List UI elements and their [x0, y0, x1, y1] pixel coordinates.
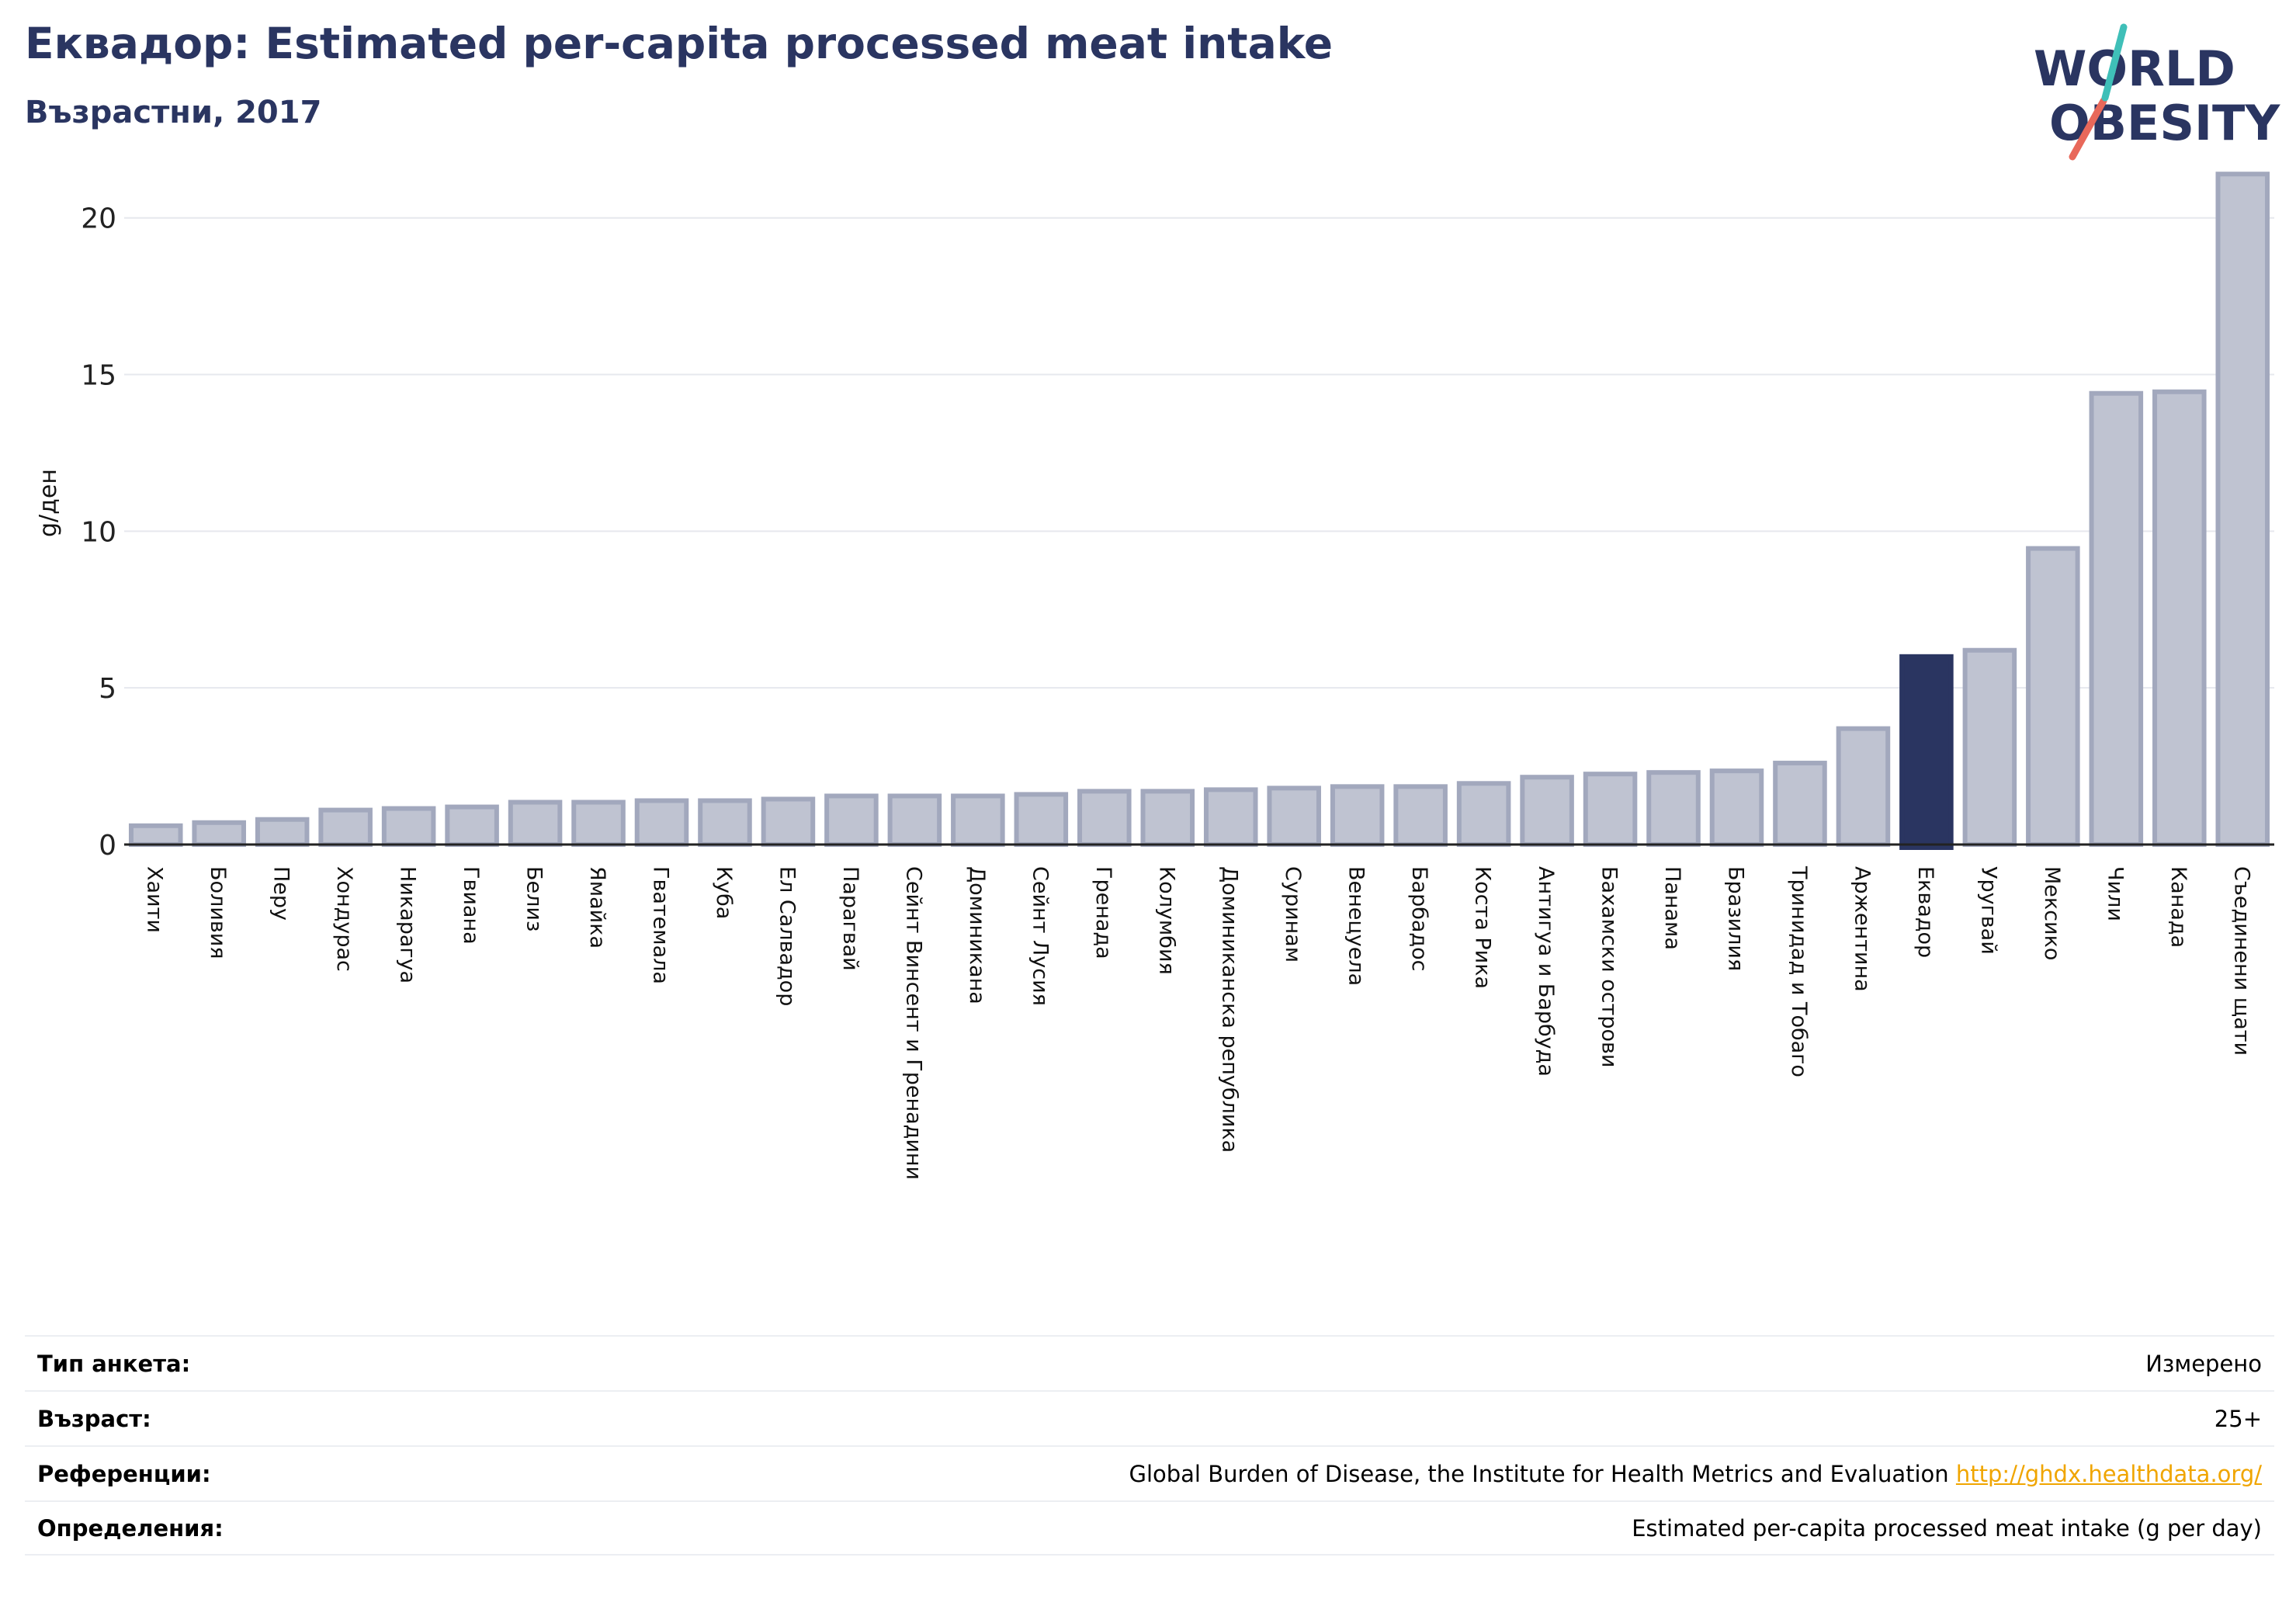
x-tick-label: Съединени щати [2229, 866, 2253, 1056]
info-key: Тип анкета: [37, 1350, 191, 1377]
bar [1393, 784, 1448, 847]
bar [2089, 390, 2144, 848]
x-tick-label: Колумбия [1154, 866, 1178, 975]
y-tick-label: 20 [81, 203, 116, 235]
x-tick-label: Суринам [1281, 866, 1305, 963]
info-key: Възраст: [37, 1405, 151, 1432]
x-tick-label: Сейнт Винсент и Гренадини [901, 866, 925, 1180]
bar [1456, 781, 1511, 847]
bar [445, 804, 499, 847]
x-tick-label: Барбадос [1407, 866, 1431, 971]
x-tick-label: Ел Салвадор [775, 866, 799, 1006]
x-tick-label: Тринидад и Тобаго [1787, 865, 1811, 1077]
grid-lines [124, 217, 2274, 689]
x-tick-label: Никарагуа [396, 866, 420, 983]
x-tick-label: Антигуа и Барбуда [1534, 866, 1558, 1077]
x-tick-label: Хаити [143, 866, 167, 933]
info-row: Определения: Estimated per-capita process… [25, 1500, 2274, 1556]
x-tick-label: Куба [712, 866, 736, 919]
bar [761, 796, 816, 848]
bar [2152, 389, 2207, 847]
x-tick-label: Гватемала [649, 866, 673, 984]
y-tick-label: 0 [99, 830, 116, 862]
bar [824, 793, 879, 848]
x-tick-label: Чили [2103, 866, 2127, 921]
bar [1646, 770, 1701, 847]
bar [318, 807, 373, 847]
bar [1203, 787, 1258, 848]
bar [1583, 772, 1638, 848]
x-tick-label: Бразилия [1724, 866, 1748, 971]
world-obesity-logo: WORLD OBESITY [2034, 23, 2280, 161]
info-value: Измерено [2145, 1350, 2262, 1377]
bar [1773, 761, 1827, 848]
bar [698, 798, 752, 848]
bar [1140, 789, 1195, 848]
bar [508, 800, 563, 847]
x-tick-label: Панама [1660, 866, 1684, 950]
x-tick-label: Уругвай [1976, 866, 2000, 955]
x-tick-label: Мексико [2040, 866, 2064, 960]
bar [1267, 786, 1321, 848]
info-value: 25+ [2214, 1405, 2262, 1432]
bar-highlighted [1899, 654, 1954, 850]
x-tick-label: Гвиана [459, 866, 483, 945]
bar [128, 823, 183, 848]
info-key: Референции: [37, 1460, 211, 1487]
logo-text-world: WORLD [2034, 40, 2235, 97]
bar [887, 793, 942, 848]
bar [634, 798, 689, 848]
x-tick-label: Аржентина [1850, 866, 1874, 992]
bar [571, 800, 626, 847]
bar [951, 793, 1005, 848]
info-row: Възраст: 25+ [25, 1390, 2274, 1445]
bar [1520, 775, 1574, 848]
x-axis-labels: Хаити Боливия Перу Хондурас Никарагуа Гвиана Б… [143, 865, 2254, 1180]
chart-title: Еквадор: Estimated per-capita processed … [25, 19, 1334, 68]
y-tick-label: 10 [81, 516, 116, 548]
bar [1330, 784, 1385, 847]
y-tick-label: 5 [99, 673, 116, 705]
y-tick-label: 15 [81, 360, 116, 392]
x-tick-label: Канада [2166, 866, 2190, 948]
x-tick-label: Коста Рика [1471, 866, 1495, 989]
bar [192, 820, 246, 848]
info-value: Estimated per-capita processed meat inta… [1632, 1514, 2262, 1542]
bar [2215, 172, 2270, 847]
x-tick-label: Доминиканска република [1218, 866, 1242, 1153]
info-row: Референции: Global Burden of Disease, the… [25, 1445, 2274, 1500]
y-axis-label: g/ден [35, 469, 62, 537]
x-tick-label: Бахамски острови [1597, 866, 1621, 1067]
logo-slash-teal [2101, 23, 2128, 102]
bars [128, 172, 2270, 850]
bar-chart: 0 5 10 15 20 Хаити Боливия Перу Хондурас Никараг… [35, 172, 2274, 1180]
bar [1709, 768, 1764, 847]
info-table: Тип анкета: Измерено Възраст: 25+ Референции… [25, 1335, 2274, 1556]
reference-link[interactable]: http://ghdx.healthdata.org/ [1955, 1460, 2262, 1487]
info-value: Global Burden of Disease, the Institute … [1129, 1460, 2262, 1487]
x-tick-label: Перу [269, 866, 293, 921]
bar [255, 817, 310, 848]
x-tick-label: Доминикана [965, 866, 989, 1004]
x-tick-label: Венецуела [1344, 866, 1368, 986]
x-tick-label: Белиз [522, 866, 546, 931]
x-tick-label: Сейнт Лусия [1028, 866, 1052, 1006]
x-tick-label: Хондурас [332, 866, 356, 972]
bar [1836, 726, 1891, 847]
chart-subtitle: Възрастни, 2017 [25, 95, 322, 130]
x-tick-label: Боливия [206, 866, 230, 959]
info-row: Тип анкета: Измерено [25, 1335, 2274, 1390]
x-tick-label: Парагвай [838, 866, 862, 971]
logo-slash-red [2069, 97, 2107, 161]
x-tick-label: Еквадор [1913, 866, 1937, 958]
bar [1014, 792, 1069, 847]
x-tick-label: Ямайка [585, 866, 609, 949]
bar [381, 806, 436, 847]
bar [1077, 789, 1132, 848]
y-axis-ticks: 0 5 10 15 20 [81, 203, 116, 862]
info-key: Определения: [37, 1514, 224, 1542]
bar [2026, 546, 2080, 848]
bar [1962, 647, 2017, 848]
x-tick-label: Гренада [1091, 866, 1115, 959]
